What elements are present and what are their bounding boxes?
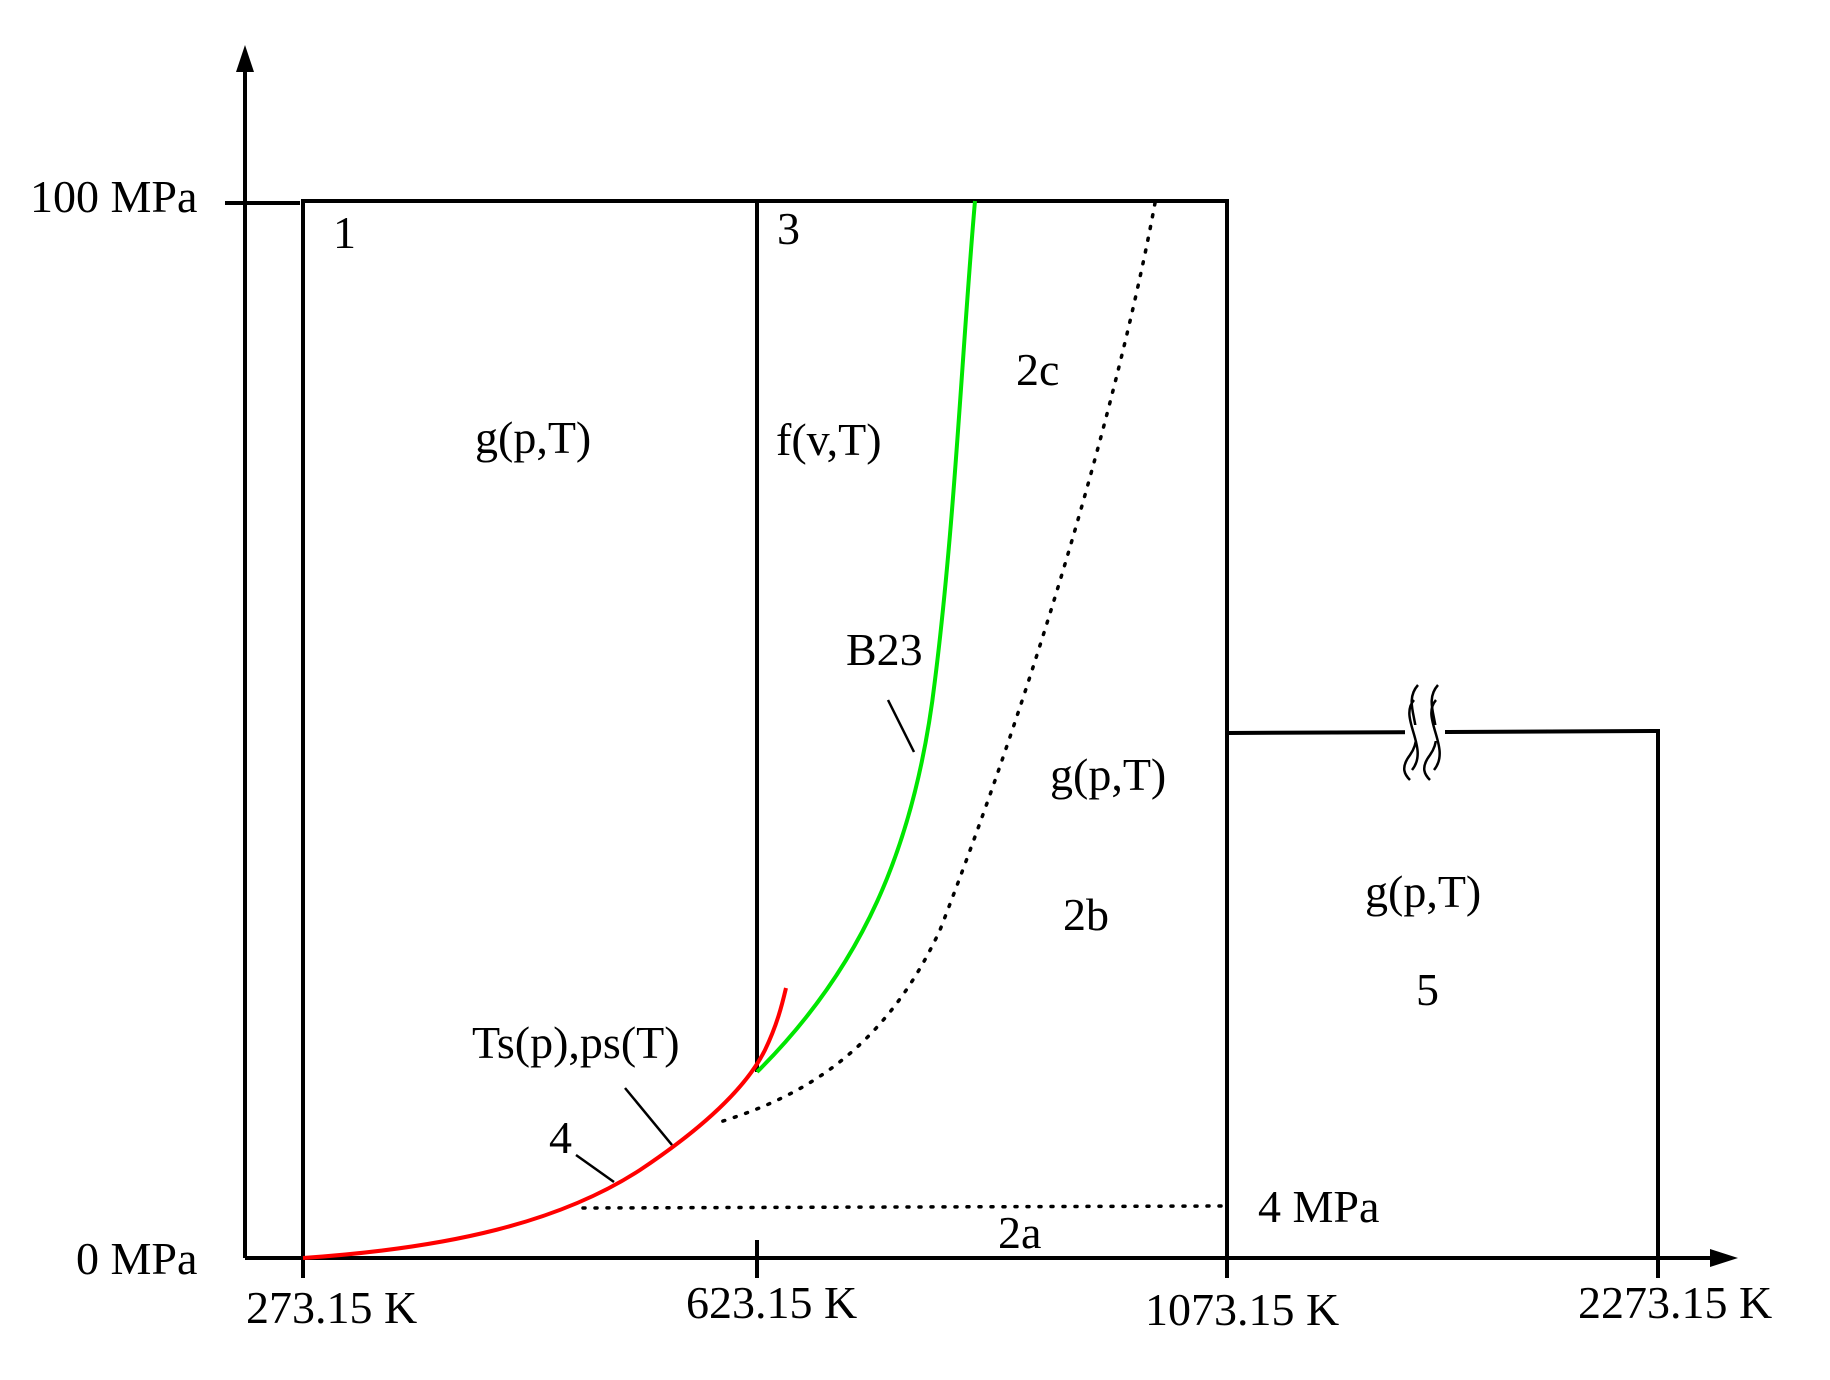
region-2a-label: 2a [998, 1207, 1041, 1258]
main-frame [301, 199, 1229, 1258]
isobar-4mpa-label: 4 MPa [1258, 1181, 1379, 1232]
region2-equation: g(p,T) [1050, 749, 1166, 800]
region-3-label: 3 [777, 203, 800, 254]
region3-equation: f(v,T) [776, 414, 882, 465]
label-1073k: 1073.15 K [1145, 1284, 1339, 1335]
region-1-label: 1 [333, 207, 356, 258]
region-5-label: 5 [1416, 964, 1439, 1015]
label-2273k: 2273.15 K [1578, 1277, 1772, 1328]
temperature-axis-arrowhead [1710, 1249, 1738, 1267]
axis-break-mark-2 [1423, 684, 1439, 781]
saturation-leader [624, 1087, 673, 1146]
region2b-2c-boundary [718, 201, 1157, 1124]
region4-leader [575, 1153, 615, 1184]
label-100mpa: 100 MPa [30, 171, 197, 222]
break-line-right [1430, 699, 1441, 771]
region-2c-label: 2c [1016, 344, 1059, 395]
break-line-left [1408, 699, 1419, 771]
pressure-axis-arrowhead [236, 45, 254, 72]
isobar-4mpa [581, 1204, 1229, 1210]
saturation-equation: Ts(p),ps(T) [472, 1017, 680, 1068]
label-623k: 623.15 K [686, 1277, 857, 1328]
label-273k: 273.15 K [246, 1282, 417, 1333]
saturation-curve [302, 987, 788, 1260]
b23-label: B23 [846, 624, 923, 675]
b23-boundary-curve [755, 200, 977, 1074]
region-2b-label: 2b [1063, 889, 1109, 940]
region1-equation: g(p,T) [475, 412, 591, 463]
region5-equation: g(p,T) [1365, 866, 1481, 917]
b23-leader [886, 699, 916, 753]
region-4-label: 4 [549, 1112, 572, 1163]
label-0mpa: 0 MPa [76, 1233, 197, 1284]
region5-frame [1226, 728, 1660, 1258]
